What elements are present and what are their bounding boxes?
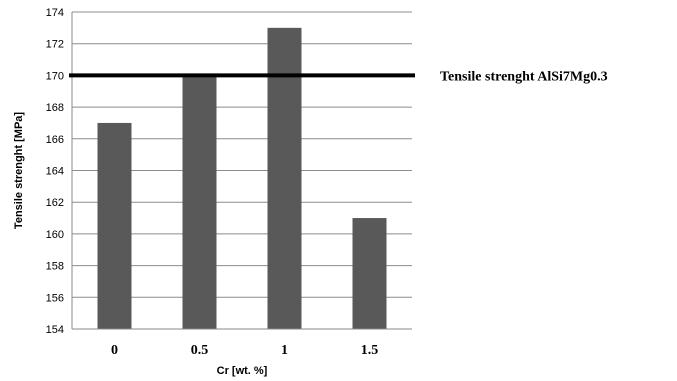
bar-1	[267, 27, 302, 329]
y-tick-label: 156	[46, 292, 64, 304]
y-tick-label: 158	[46, 261, 64, 273]
bars	[97, 27, 387, 330]
y-tick-label: 174	[46, 7, 64, 19]
x-tick-label: 1	[281, 343, 288, 358]
y-tick-label: 160	[46, 229, 64, 241]
y-tick-label: 162	[46, 197, 64, 209]
y-tick-label: 172	[46, 39, 64, 51]
y-axis-title: Tensile strenght [MPa]	[13, 112, 25, 229]
y-tick-label: 164	[46, 166, 64, 178]
bar-0	[97, 122, 132, 329]
x-tick-label: 0	[111, 343, 118, 358]
y-tick-label: 168	[46, 102, 64, 114]
bar-0.5	[182, 75, 217, 330]
x-axis-title: Cr [wt. %]	[217, 365, 268, 377]
y-tick-label: 166	[46, 134, 64, 146]
x-tick-labels: 0 0.5 1 1.5	[111, 343, 378, 358]
y-tick-label: 170	[46, 70, 64, 82]
x-tick-label: 1.5	[361, 343, 379, 358]
reference-line-label: Tensile strenght AlSi7Mg0.3	[440, 69, 608, 84]
x-tick-label: 0.5	[191, 343, 209, 358]
y-tick-label: 154	[46, 324, 64, 336]
y-tick-labels: 154 156 158 160 162 164 166 168 170 172 174	[46, 7, 64, 336]
bar-1.5	[352, 218, 387, 329]
